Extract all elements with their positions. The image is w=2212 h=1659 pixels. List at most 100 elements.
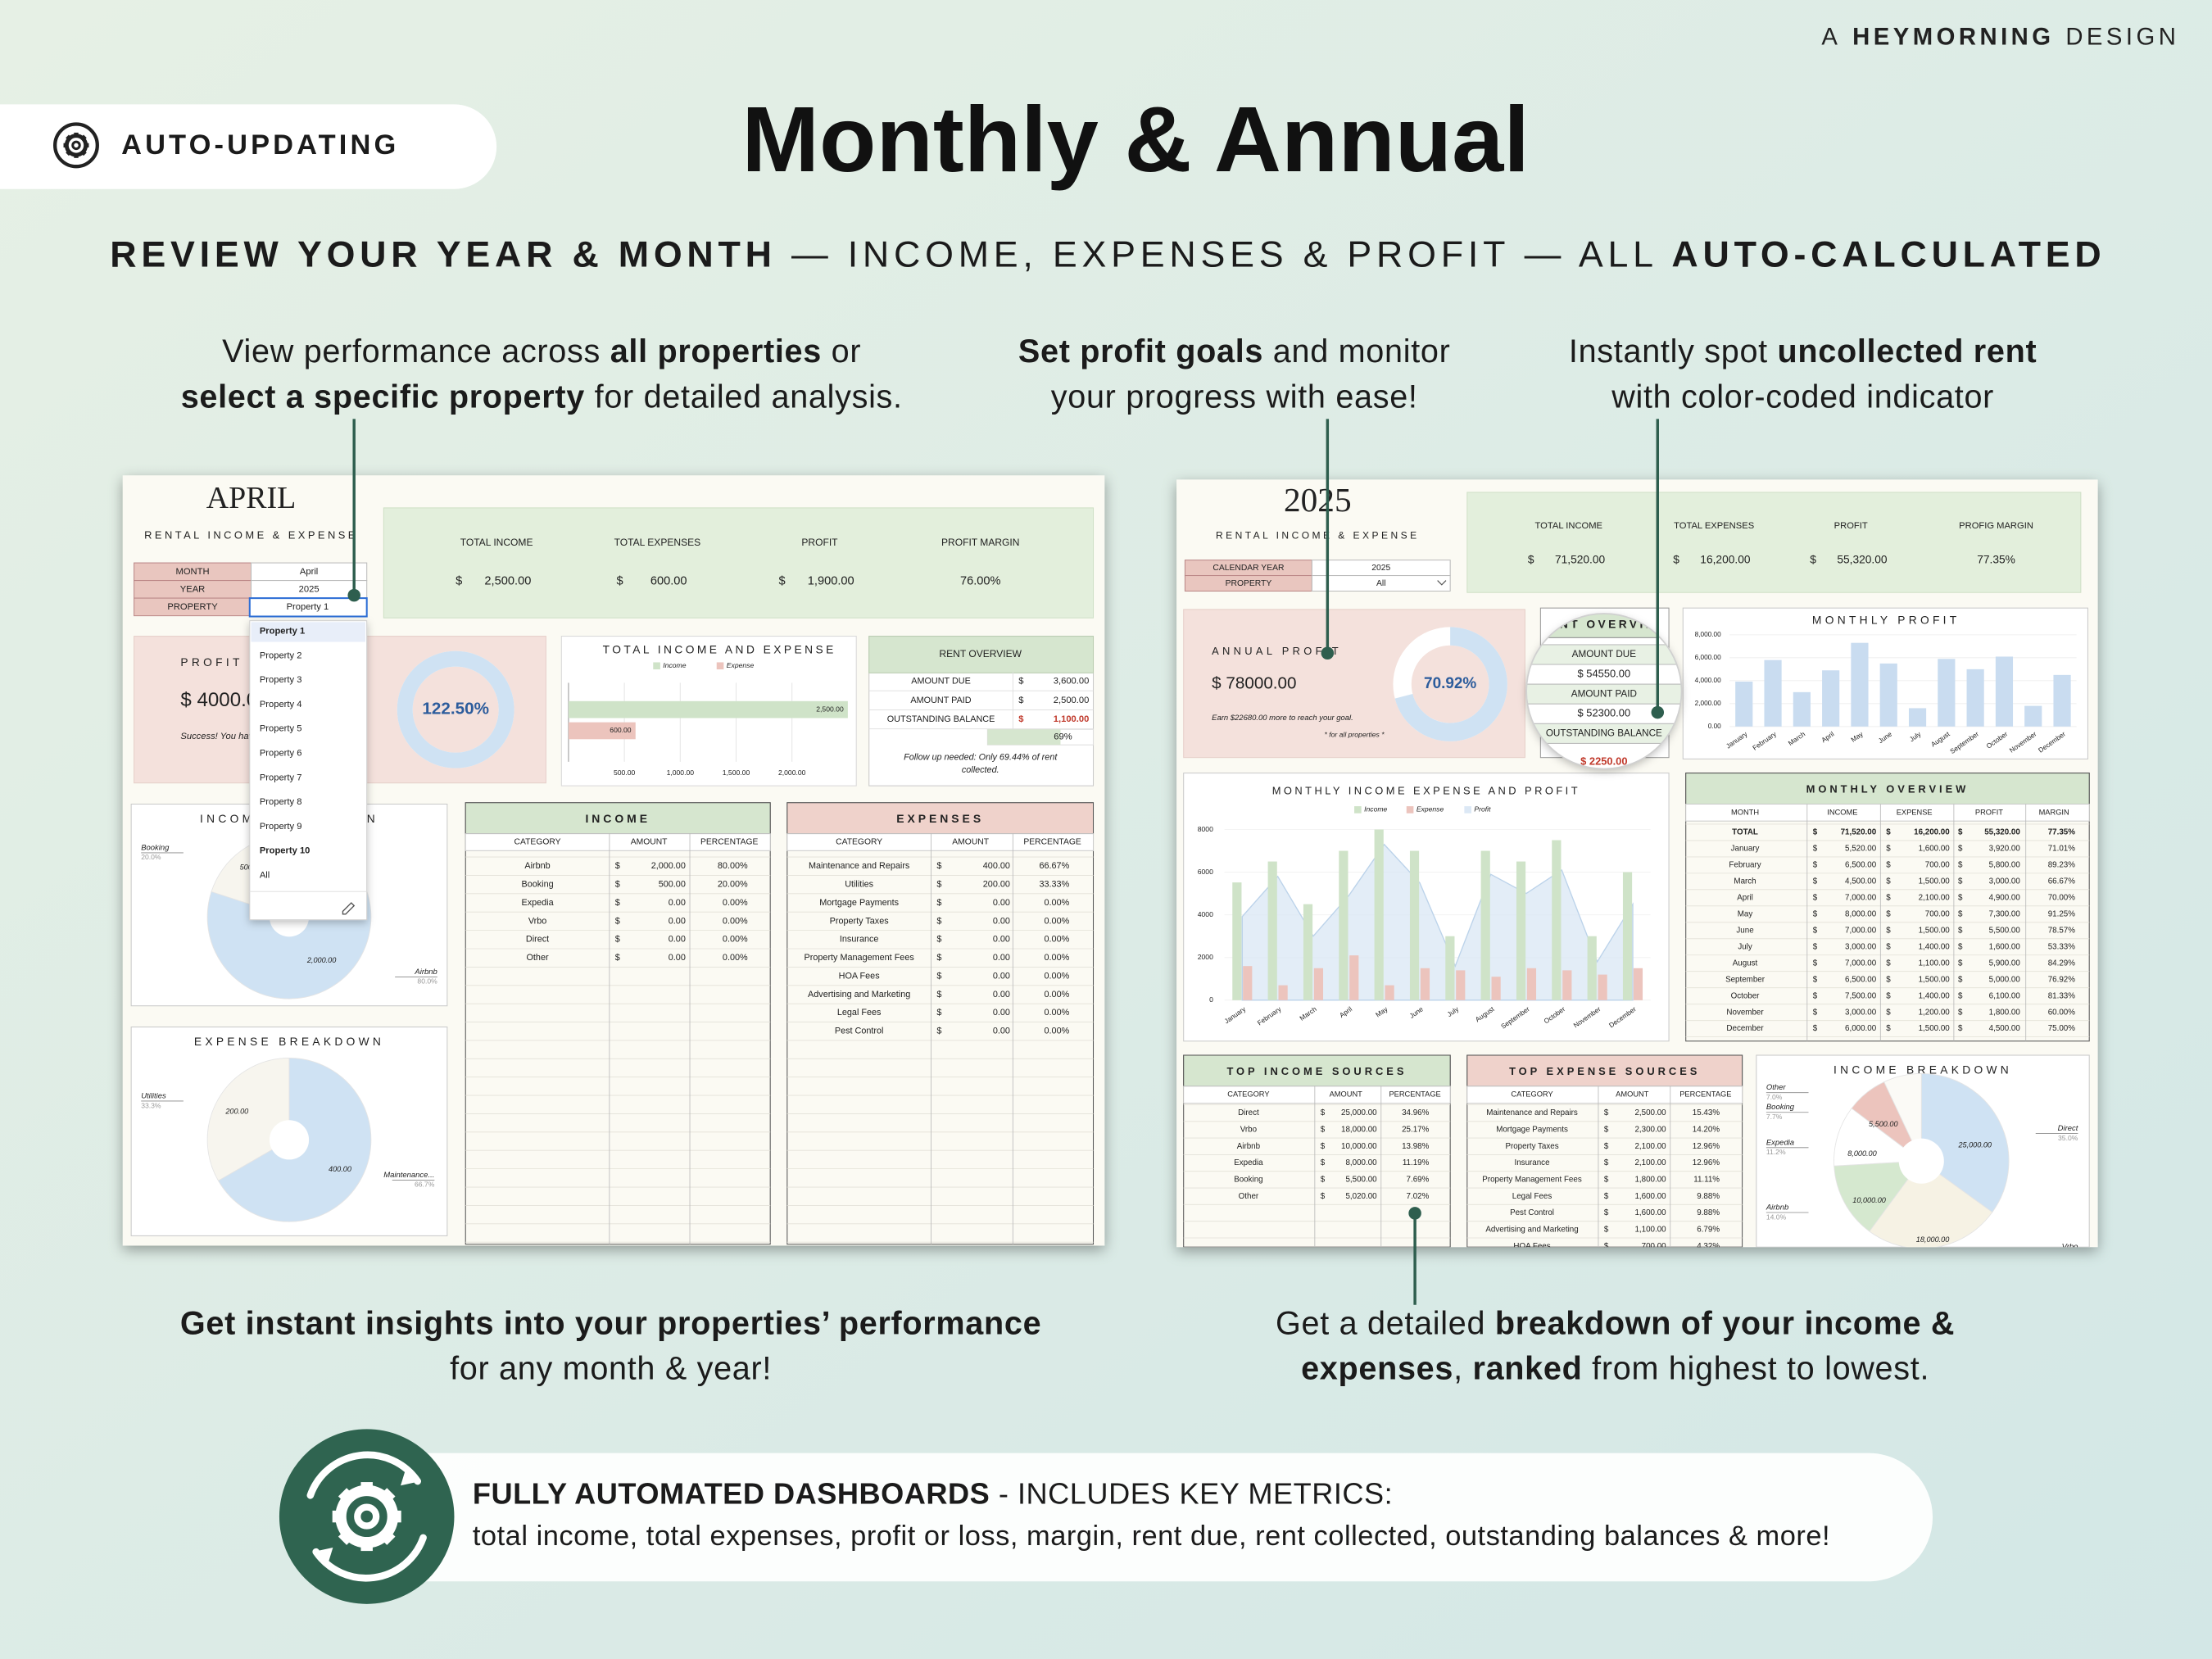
pie-percent-label: 7.0% — [1766, 1093, 1783, 1101]
gear-icon — [63, 132, 89, 158]
dropdown-option[interactable]: Property 5 — [260, 724, 302, 734]
donut-progress — [397, 650, 514, 768]
currency: $ — [1886, 959, 1891, 968]
table-cell: Other — [1239, 1192, 1259, 1201]
donut-progress — [1393, 627, 1507, 741]
dropdown-option[interactable]: Property 10 — [260, 846, 310, 856]
column-header: MARGIN — [2039, 808, 2069, 816]
table-cell: 1,500.00 — [1919, 877, 1951, 886]
table-cell: 5,000.00 — [1989, 975, 2021, 984]
table-cell: March — [1734, 877, 1756, 886]
dropdown-option[interactable]: Property 4 — [260, 700, 302, 709]
currency: $ — [936, 1027, 941, 1036]
dropdown-arrow — [1437, 580, 1447, 586]
bar — [1516, 861, 1526, 1000]
currency: $ — [1321, 1175, 1326, 1184]
dropdown-option[interactable]: Property 1 — [260, 627, 305, 637]
pie-value-label: 18,000.00 — [1916, 1235, 1950, 1244]
kpi-value: 76.00% — [960, 574, 1001, 587]
currency: $ — [1604, 1225, 1609, 1234]
currency: $ — [936, 880, 941, 890]
table-cell: 6,000.00 — [1845, 1024, 1877, 1033]
rich-text: FULLY AUTOMATED DASHBOARDS - INCLUDES KE… — [473, 1476, 1393, 1510]
selector-value-cell — [1311, 575, 1451, 592]
table-cell: 1,600.00 — [1989, 942, 2021, 951]
bar — [1445, 936, 1455, 1000]
gear-hub — [354, 1503, 380, 1530]
table-title: EXPENSES — [896, 812, 984, 825]
selector-value: 2025 — [1371, 564, 1390, 573]
dropdown-option[interactable]: Property 7 — [260, 773, 302, 782]
currency: $ — [1886, 909, 1891, 918]
currency: $ — [1886, 942, 1891, 951]
y-tick-label: 4000 — [1198, 910, 1213, 918]
dropdown-list — [249, 620, 368, 921]
chart-title: MONTHLY INCOME EXPENSE AND PROFIT — [1272, 784, 1580, 796]
dropdown-option[interactable]: All — [260, 870, 270, 880]
lens-rim — [1525, 613, 1683, 770]
dropdown-option[interactable]: Property 6 — [260, 748, 302, 758]
dropdown-option[interactable]: Property 2 — [260, 650, 302, 660]
selector-value: April — [300, 567, 318, 577]
currency: $ — [936, 916, 941, 926]
table-cell: 0.00 — [669, 935, 686, 945]
bar — [1587, 936, 1597, 1000]
legend-label: Expense — [727, 661, 755, 669]
table-cell: 70.00% — [2048, 893, 2076, 902]
table-cell: 66.67% — [1039, 861, 1069, 871]
table-cell: June — [1736, 926, 1754, 935]
pie-category-label: Utilities — [141, 1091, 166, 1100]
table-cell: 71.01% — [2048, 845, 2076, 854]
pie-category-label: Expedia — [1766, 1138, 1794, 1147]
text-run: and monitor — [1263, 334, 1450, 370]
rent-row-value: $ 52300.00 — [1578, 707, 1631, 719]
table-cell: 3,920.00 — [1989, 845, 2021, 854]
legend-swatch — [653, 662, 660, 670]
text-run: all properties — [610, 334, 822, 370]
bar — [1385, 985, 1394, 1000]
table-cell: 14.20% — [1693, 1126, 1720, 1135]
table-cell: Pest Control — [835, 1027, 884, 1036]
text-run: uncollected rent — [1778, 334, 2037, 370]
pie-hole — [1898, 1138, 1944, 1184]
bar-value-label: 600.00 — [610, 726, 632, 734]
currency: $ — [1958, 975, 1963, 984]
table-cell: 33.33% — [1039, 880, 1069, 890]
kpi-value: 2,500.00 — [484, 574, 531, 587]
table-cell: Utilities — [845, 880, 873, 890]
dropdown-option[interactable]: Property 3 — [260, 675, 302, 685]
table-cell: December — [1726, 1024, 1764, 1033]
kpi-label: PROFIG MARGIN — [1959, 521, 2033, 531]
table-cell: 2,100.00 — [1634, 1158, 1666, 1167]
gear-icon — [332, 1482, 401, 1552]
legend-swatch — [716, 662, 724, 670]
page-title: Monthly & Annual — [741, 88, 1530, 192]
table-cell: 16,200.00 — [1914, 828, 1950, 837]
table-cell: 6,500.00 — [1845, 860, 1877, 869]
currency: $ — [1604, 1192, 1609, 1201]
table-cell: 0.00% — [1045, 935, 1070, 945]
table-cell: Property Management Fees — [805, 953, 915, 963]
pie-value-label: 25,000.00 — [1957, 1141, 1992, 1149]
pie-category-label: Vrbo — [2062, 1243, 2078, 1252]
currency: $ — [1813, 926, 1818, 935]
text-run: from highest to lowest. — [1582, 1351, 1929, 1387]
dropdown-option[interactable]: Property 8 — [260, 797, 302, 807]
brand-suffix: DESIGN — [2065, 24, 2179, 50]
gear-hub — [71, 140, 81, 151]
currency: $ — [1958, 893, 1963, 902]
dropdown-option[interactable]: Property 9 — [260, 822, 302, 832]
table-cell: Airbnb — [524, 861, 550, 871]
pie-percent-label: 20.0% — [141, 853, 161, 861]
kpi-currency: $ — [1528, 553, 1534, 565]
selected-cell — [248, 597, 368, 618]
rich-text: select a specific property for detailed … — [181, 379, 903, 415]
table-cell: 55,320.00 — [1984, 828, 2020, 837]
table-cell: 66.67% — [2048, 877, 2076, 886]
currency: $ — [1958, 926, 1963, 935]
selector-label: YEAR — [180, 584, 205, 594]
rich-text: Get instant insights into your propertie… — [180, 1306, 1041, 1342]
currency: $ — [1813, 845, 1818, 854]
rich-text: expenses, ranked from highest to lowest. — [1301, 1351, 1929, 1387]
annual-profit-amount: $ 78000.00 — [1212, 674, 1296, 693]
